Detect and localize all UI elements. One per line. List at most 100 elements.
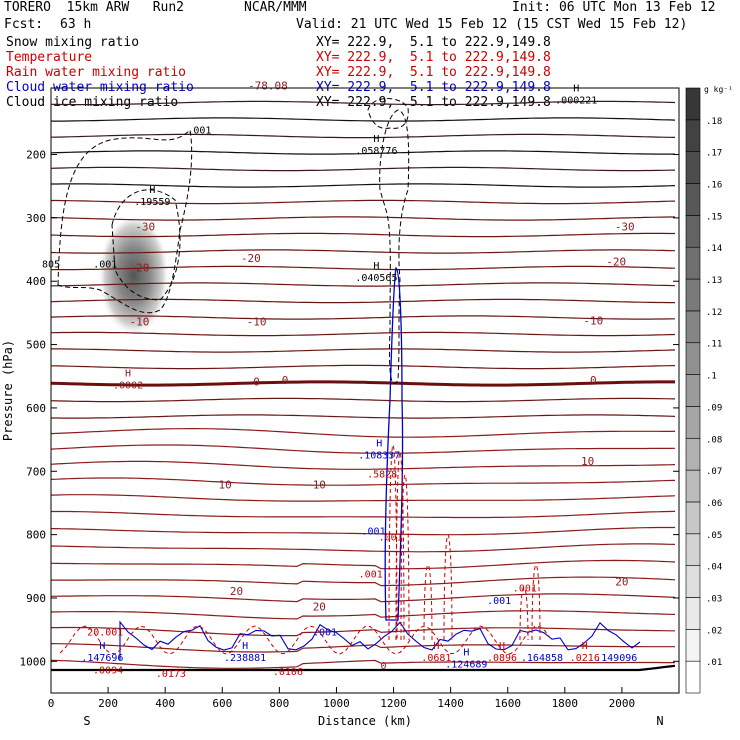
y-axis-label: Pressure (hPa) bbox=[1, 340, 15, 441]
colorbar-tick-label: .04 bbox=[706, 563, 722, 573]
y-tick-label: 200 bbox=[26, 149, 46, 162]
isotherm-label: 0 bbox=[282, 374, 289, 387]
colorbar-swatch bbox=[685, 469, 701, 503]
rain-maximum-marker: H bbox=[499, 641, 505, 652]
colorbar-tick-label: .07 bbox=[706, 467, 722, 477]
colorbar-tick-label: .02 bbox=[706, 626, 722, 636]
snow-contour bbox=[379, 109, 410, 384]
snow-contour bbox=[111, 189, 181, 301]
isotherm-label: -20 bbox=[241, 252, 261, 265]
cloud-water-maximum-value: .108337 bbox=[358, 450, 400, 461]
isotherm-line bbox=[51, 265, 676, 271]
isotherm-line bbox=[51, 117, 676, 122]
isotherm-label: 0 bbox=[590, 374, 597, 387]
cloud-water-maximum-marker: H bbox=[242, 641, 248, 652]
x-tick-label: 1800 bbox=[552, 697, 579, 710]
colorbar-swatch bbox=[685, 310, 701, 344]
rain-maximum-value: .0173 bbox=[156, 669, 186, 680]
rain-maximum-value: .001 bbox=[513, 583, 537, 594]
colorbar-swatch bbox=[685, 597, 701, 630]
isotherm-line bbox=[51, 543, 676, 553]
colorbar-swatch bbox=[685, 151, 701, 184]
rain-water-contour bbox=[443, 534, 453, 641]
isotherm-line bbox=[51, 494, 676, 502]
rain-maximum-value: .001 bbox=[379, 533, 403, 544]
isotherm-label: -20 bbox=[606, 255, 626, 268]
isotherm-label: 10 bbox=[581, 455, 594, 468]
x-tick-label: 1400 bbox=[437, 697, 464, 710]
isotherm-label: -30 bbox=[135, 221, 155, 234]
isotherm-label: 10 bbox=[313, 478, 326, 491]
field-name-2: Temperature bbox=[6, 50, 93, 65]
snow-contour-label: .001 bbox=[93, 259, 117, 270]
isotherm-line bbox=[51, 643, 675, 653]
snow-contour bbox=[367, 98, 409, 129]
x-tick-label: 1600 bbox=[494, 697, 521, 710]
colorbar-tick-label: .08 bbox=[706, 435, 722, 445]
cloud-water-contour bbox=[384, 267, 404, 621]
snow-maximum-value: .058776 bbox=[355, 146, 397, 157]
colorbar-swatch bbox=[685, 119, 701, 152]
colorbar-tick-label: .11 bbox=[706, 340, 722, 350]
rain-maximum-value: .0896 bbox=[487, 653, 517, 664]
north-label: N bbox=[656, 714, 663, 728]
isotherm-line bbox=[51, 610, 676, 620]
colorbar-tick-label: .12 bbox=[706, 308, 722, 318]
snow-maximum-marker: H bbox=[149, 185, 155, 196]
isotherm-line bbox=[51, 183, 676, 188]
colorbar-tick-label: .05 bbox=[706, 531, 722, 541]
colorbar-tick-label: .17 bbox=[706, 149, 722, 159]
ground-line bbox=[51, 664, 676, 672]
field-name-1: Snow mixing ratio bbox=[6, 35, 140, 50]
isotherm-line bbox=[51, 428, 675, 438]
isotherm-line bbox=[51, 100, 676, 106]
isotherm-label: 20 bbox=[615, 575, 628, 588]
isotherm-line bbox=[51, 348, 676, 353]
org-label: NCAR/MMM bbox=[244, 0, 307, 15]
forecast-label: Fcst: bbox=[4, 17, 44, 32]
isotherm-line bbox=[51, 626, 675, 637]
isotherm-line bbox=[51, 593, 676, 603]
isotherm-label: -10 bbox=[247, 316, 267, 329]
forecast-hour: 63 h bbox=[60, 17, 92, 32]
isotherm-line bbox=[51, 444, 676, 454]
x-tick-label: 2000 bbox=[609, 697, 636, 710]
rain-maximum-value: .001 bbox=[359, 569, 383, 580]
isotherm-label: -78.08 bbox=[248, 79, 288, 92]
isotherm-line bbox=[51, 150, 675, 155]
colorbar-swatch bbox=[685, 87, 701, 121]
cloud-water-maximum-value: .001 bbox=[313, 628, 337, 639]
snow-maximum-value: .000221 bbox=[555, 96, 597, 107]
field-section-coords-2: XY= 222.9, 5.1 to 222.9,149.8 bbox=[316, 50, 551, 65]
valid-time-label: Valid: 21 UTC Wed 15 Feb 12 (15 CST Wed … bbox=[296, 17, 688, 32]
snow-maximum-marker: H bbox=[373, 261, 379, 272]
colorbar-tick-label: .15 bbox=[706, 212, 722, 222]
colorbar-tick-label: .14 bbox=[706, 244, 722, 254]
rain-maximum-value: .0216 bbox=[570, 653, 600, 664]
rain-water-contour bbox=[59, 625, 551, 655]
y-tick-label: 300 bbox=[26, 212, 46, 225]
plot-frame bbox=[50, 87, 680, 694]
field-section-coords-3: XY= 222.9, 5.1 to 222.9,149.8 bbox=[316, 65, 551, 80]
isotherm-line bbox=[51, 460, 676, 470]
x-tick-label: 600 bbox=[212, 697, 232, 710]
y-tick-label: 700 bbox=[26, 465, 46, 478]
field-name-3: Rain water mixing ratio bbox=[6, 65, 187, 80]
colorbar-tick-label: .03 bbox=[706, 594, 722, 604]
rain-water-contour bbox=[423, 564, 433, 641]
isotherm-line bbox=[51, 249, 676, 254]
cloud-water-maximum-marker: H bbox=[99, 641, 105, 652]
cloud-water-maximum-value: .147696 bbox=[81, 653, 123, 664]
isotherm-line bbox=[51, 559, 676, 570]
field-section-coords-1: XY= 222.9, 5.1 to 222.9,149.8 bbox=[316, 35, 551, 50]
isotherm-label: 0 bbox=[253, 376, 260, 389]
x-tick-label: 400 bbox=[155, 697, 175, 710]
rain-maximum-marker: H bbox=[433, 641, 439, 652]
rain-maximum-value: .0094 bbox=[93, 666, 123, 677]
colorbar-tick-label: .06 bbox=[706, 499, 722, 509]
colorbar-swatch bbox=[685, 183, 701, 216]
temperature-extremum-value: .0002 bbox=[113, 381, 143, 392]
colorbar-swatch bbox=[685, 565, 701, 598]
colorbar-swatch bbox=[685, 533, 701, 566]
